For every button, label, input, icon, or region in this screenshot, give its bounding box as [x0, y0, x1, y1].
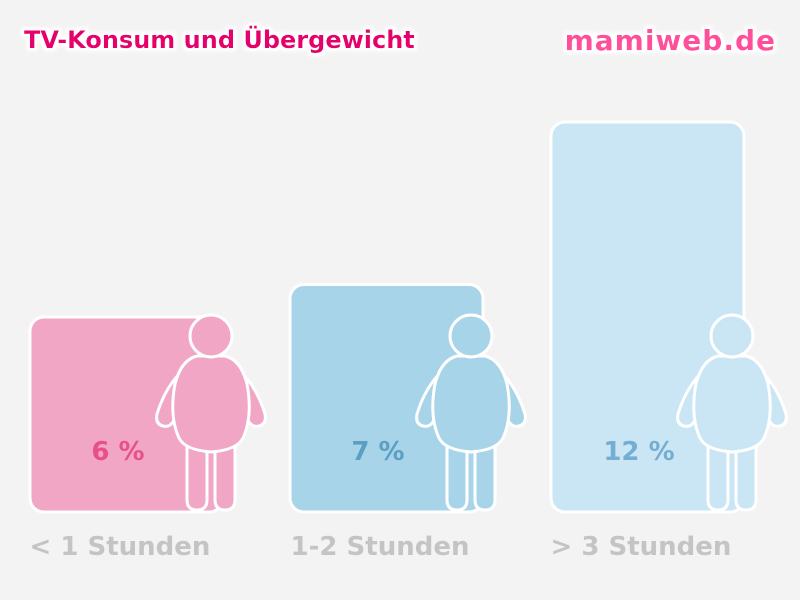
- bar-group: 12 % > 3 Stunden: [549, 120, 788, 562]
- data-label: 12 %: [603, 437, 674, 467]
- brand-logo: mamiweb.de: [565, 24, 776, 57]
- child-figure-icon: [676, 313, 788, 512]
- child-figure-icon: [155, 313, 267, 512]
- data-label: 7 %: [351, 437, 404, 467]
- bar-group: 6 % < 1 Stunden: [28, 313, 267, 562]
- data-label: 6 %: [91, 437, 144, 467]
- chart-title: TV-Konsum und Übergewicht: [24, 24, 415, 54]
- child-figure-icon: [415, 313, 527, 512]
- bar-group: 7 % 1-2 Stunden: [288, 283, 527, 562]
- bars-layer: 6 % < 1 Stunden 7 % 1-2 Stunden 12 % > 3 Stun…: [28, 120, 788, 562]
- category-label: < 1 Stunden: [30, 532, 211, 562]
- category-label: > 3 Stunden: [551, 532, 732, 562]
- category-label: 1-2 Stunden: [291, 532, 470, 562]
